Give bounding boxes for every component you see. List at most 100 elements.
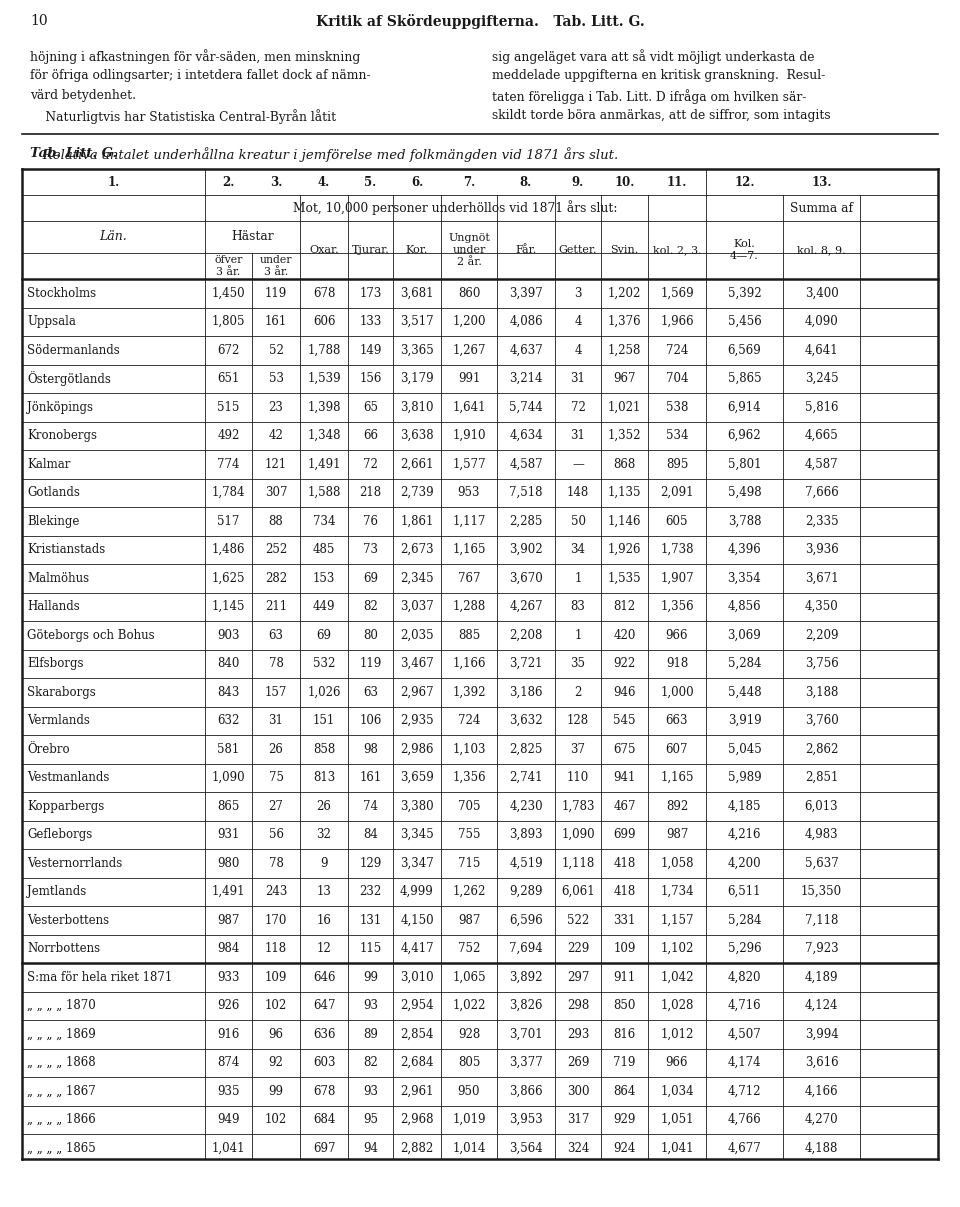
Text: 1,784: 1,784 bbox=[212, 486, 245, 500]
Text: 647: 647 bbox=[313, 999, 335, 1013]
Text: 6,511: 6,511 bbox=[728, 885, 761, 898]
Text: 102: 102 bbox=[265, 1113, 287, 1126]
Text: 607: 607 bbox=[665, 742, 688, 756]
Text: 218: 218 bbox=[359, 486, 381, 500]
Text: 3,994: 3,994 bbox=[804, 1027, 838, 1040]
Text: Uppsala: Uppsala bbox=[27, 315, 76, 328]
Text: 1,051: 1,051 bbox=[660, 1113, 694, 1126]
Text: 2,882: 2,882 bbox=[400, 1142, 434, 1155]
Text: 767: 767 bbox=[458, 572, 480, 584]
Text: „ „ „ „ 1867: „ „ „ „ 1867 bbox=[27, 1085, 96, 1097]
Text: 7,118: 7,118 bbox=[804, 914, 838, 927]
Text: 12: 12 bbox=[317, 943, 331, 955]
Text: 119: 119 bbox=[359, 658, 382, 670]
Text: 4: 4 bbox=[574, 344, 582, 357]
Text: 89: 89 bbox=[363, 1027, 378, 1040]
Text: sig angeläget vara att så vidt möjligt underkasta de: sig angeläget vara att så vidt möjligt u… bbox=[492, 49, 814, 64]
Text: 467: 467 bbox=[613, 800, 636, 812]
Text: 42: 42 bbox=[269, 430, 283, 442]
Text: 903: 903 bbox=[217, 629, 240, 642]
Text: Kor.: Kor. bbox=[406, 245, 428, 255]
Text: 129: 129 bbox=[359, 857, 382, 870]
Text: 74: 74 bbox=[363, 800, 378, 812]
Text: 752: 752 bbox=[458, 943, 480, 955]
Text: Jemtlands: Jemtlands bbox=[27, 885, 86, 898]
Text: 840: 840 bbox=[217, 658, 240, 670]
Text: 1,166: 1,166 bbox=[452, 658, 486, 670]
Text: 1,641: 1,641 bbox=[452, 401, 486, 414]
Text: Summa af: Summa af bbox=[790, 202, 853, 215]
Text: 3,010: 3,010 bbox=[400, 970, 434, 984]
Text: 84: 84 bbox=[363, 828, 378, 841]
Text: 80: 80 bbox=[363, 629, 378, 642]
Text: 3,517: 3,517 bbox=[400, 315, 434, 328]
Text: 4,716: 4,716 bbox=[728, 999, 761, 1013]
Text: Norrbottens: Norrbottens bbox=[27, 943, 100, 955]
Text: 534: 534 bbox=[665, 430, 688, 442]
Text: 3,638: 3,638 bbox=[400, 430, 434, 442]
Text: 317: 317 bbox=[566, 1113, 589, 1126]
Text: 715: 715 bbox=[458, 857, 480, 870]
Text: 4,641: 4,641 bbox=[804, 344, 838, 357]
Text: 307: 307 bbox=[265, 486, 287, 500]
Text: 774: 774 bbox=[217, 457, 240, 471]
Text: 705: 705 bbox=[458, 800, 480, 812]
Text: 5,284: 5,284 bbox=[728, 658, 761, 670]
Text: —: — bbox=[572, 457, 584, 471]
Text: 874: 874 bbox=[217, 1056, 240, 1069]
Text: 78: 78 bbox=[269, 857, 283, 870]
Text: 812: 812 bbox=[613, 600, 636, 613]
Text: 1,376: 1,376 bbox=[608, 315, 641, 328]
Text: 850: 850 bbox=[613, 999, 636, 1013]
Text: 3,721: 3,721 bbox=[509, 658, 542, 670]
Text: 4,820: 4,820 bbox=[728, 970, 761, 984]
Text: 724: 724 bbox=[666, 344, 688, 357]
Text: 678: 678 bbox=[313, 1085, 335, 1097]
Text: Ungnöt
under
2 år.: Ungnöt under 2 år. bbox=[448, 233, 490, 267]
Text: 1,535: 1,535 bbox=[608, 572, 641, 584]
Text: 5.: 5. bbox=[365, 175, 376, 188]
Text: 9: 9 bbox=[321, 857, 327, 870]
Text: 3,397: 3,397 bbox=[509, 287, 542, 299]
Text: 2,851: 2,851 bbox=[804, 771, 838, 785]
Text: 987: 987 bbox=[458, 914, 480, 927]
Text: 813: 813 bbox=[313, 771, 335, 785]
Text: 7,666: 7,666 bbox=[804, 486, 838, 500]
Text: 3,245: 3,245 bbox=[804, 372, 838, 385]
Text: 1,577: 1,577 bbox=[452, 457, 486, 471]
Text: 865: 865 bbox=[217, 800, 240, 812]
Text: 4,150: 4,150 bbox=[400, 914, 434, 927]
Text: 8.: 8. bbox=[520, 175, 532, 188]
Text: 3,564: 3,564 bbox=[509, 1142, 542, 1155]
Text: 1,000: 1,000 bbox=[660, 686, 694, 699]
Text: Skaraborgs: Skaraborgs bbox=[27, 686, 96, 699]
Text: 31: 31 bbox=[570, 372, 586, 385]
Text: 6,596: 6,596 bbox=[509, 914, 542, 927]
Text: 1,805: 1,805 bbox=[212, 315, 245, 328]
Text: 1,267: 1,267 bbox=[452, 344, 486, 357]
Text: 92: 92 bbox=[269, 1056, 283, 1069]
Text: 517: 517 bbox=[217, 514, 240, 527]
Text: 88: 88 bbox=[269, 514, 283, 527]
Text: 941: 941 bbox=[613, 771, 636, 785]
Text: 2,345: 2,345 bbox=[400, 572, 434, 584]
Text: 157: 157 bbox=[265, 686, 287, 699]
Text: 606: 606 bbox=[313, 315, 335, 328]
Text: Vesternorrlands: Vesternorrlands bbox=[27, 857, 122, 870]
Text: 11.: 11. bbox=[667, 175, 687, 188]
Text: Hästar: Hästar bbox=[231, 231, 274, 244]
Text: 663: 663 bbox=[665, 715, 688, 728]
Text: 93: 93 bbox=[363, 999, 378, 1013]
Text: Östergötlands: Östergötlands bbox=[27, 372, 110, 386]
Text: S:ma för hela riket 1871: S:ma för hela riket 1871 bbox=[27, 970, 172, 984]
Text: 31: 31 bbox=[269, 715, 283, 728]
Text: 4,677: 4,677 bbox=[728, 1142, 761, 1155]
Text: 4,350: 4,350 bbox=[804, 600, 838, 613]
Text: Vesterbottens: Vesterbottens bbox=[27, 914, 109, 927]
Text: 76: 76 bbox=[363, 514, 378, 527]
Text: 5,498: 5,498 bbox=[728, 486, 761, 500]
Text: 895: 895 bbox=[666, 457, 688, 471]
Text: 4,086: 4,086 bbox=[509, 315, 542, 328]
Text: 5,637: 5,637 bbox=[804, 857, 838, 870]
Text: 6.: 6. bbox=[411, 175, 423, 188]
